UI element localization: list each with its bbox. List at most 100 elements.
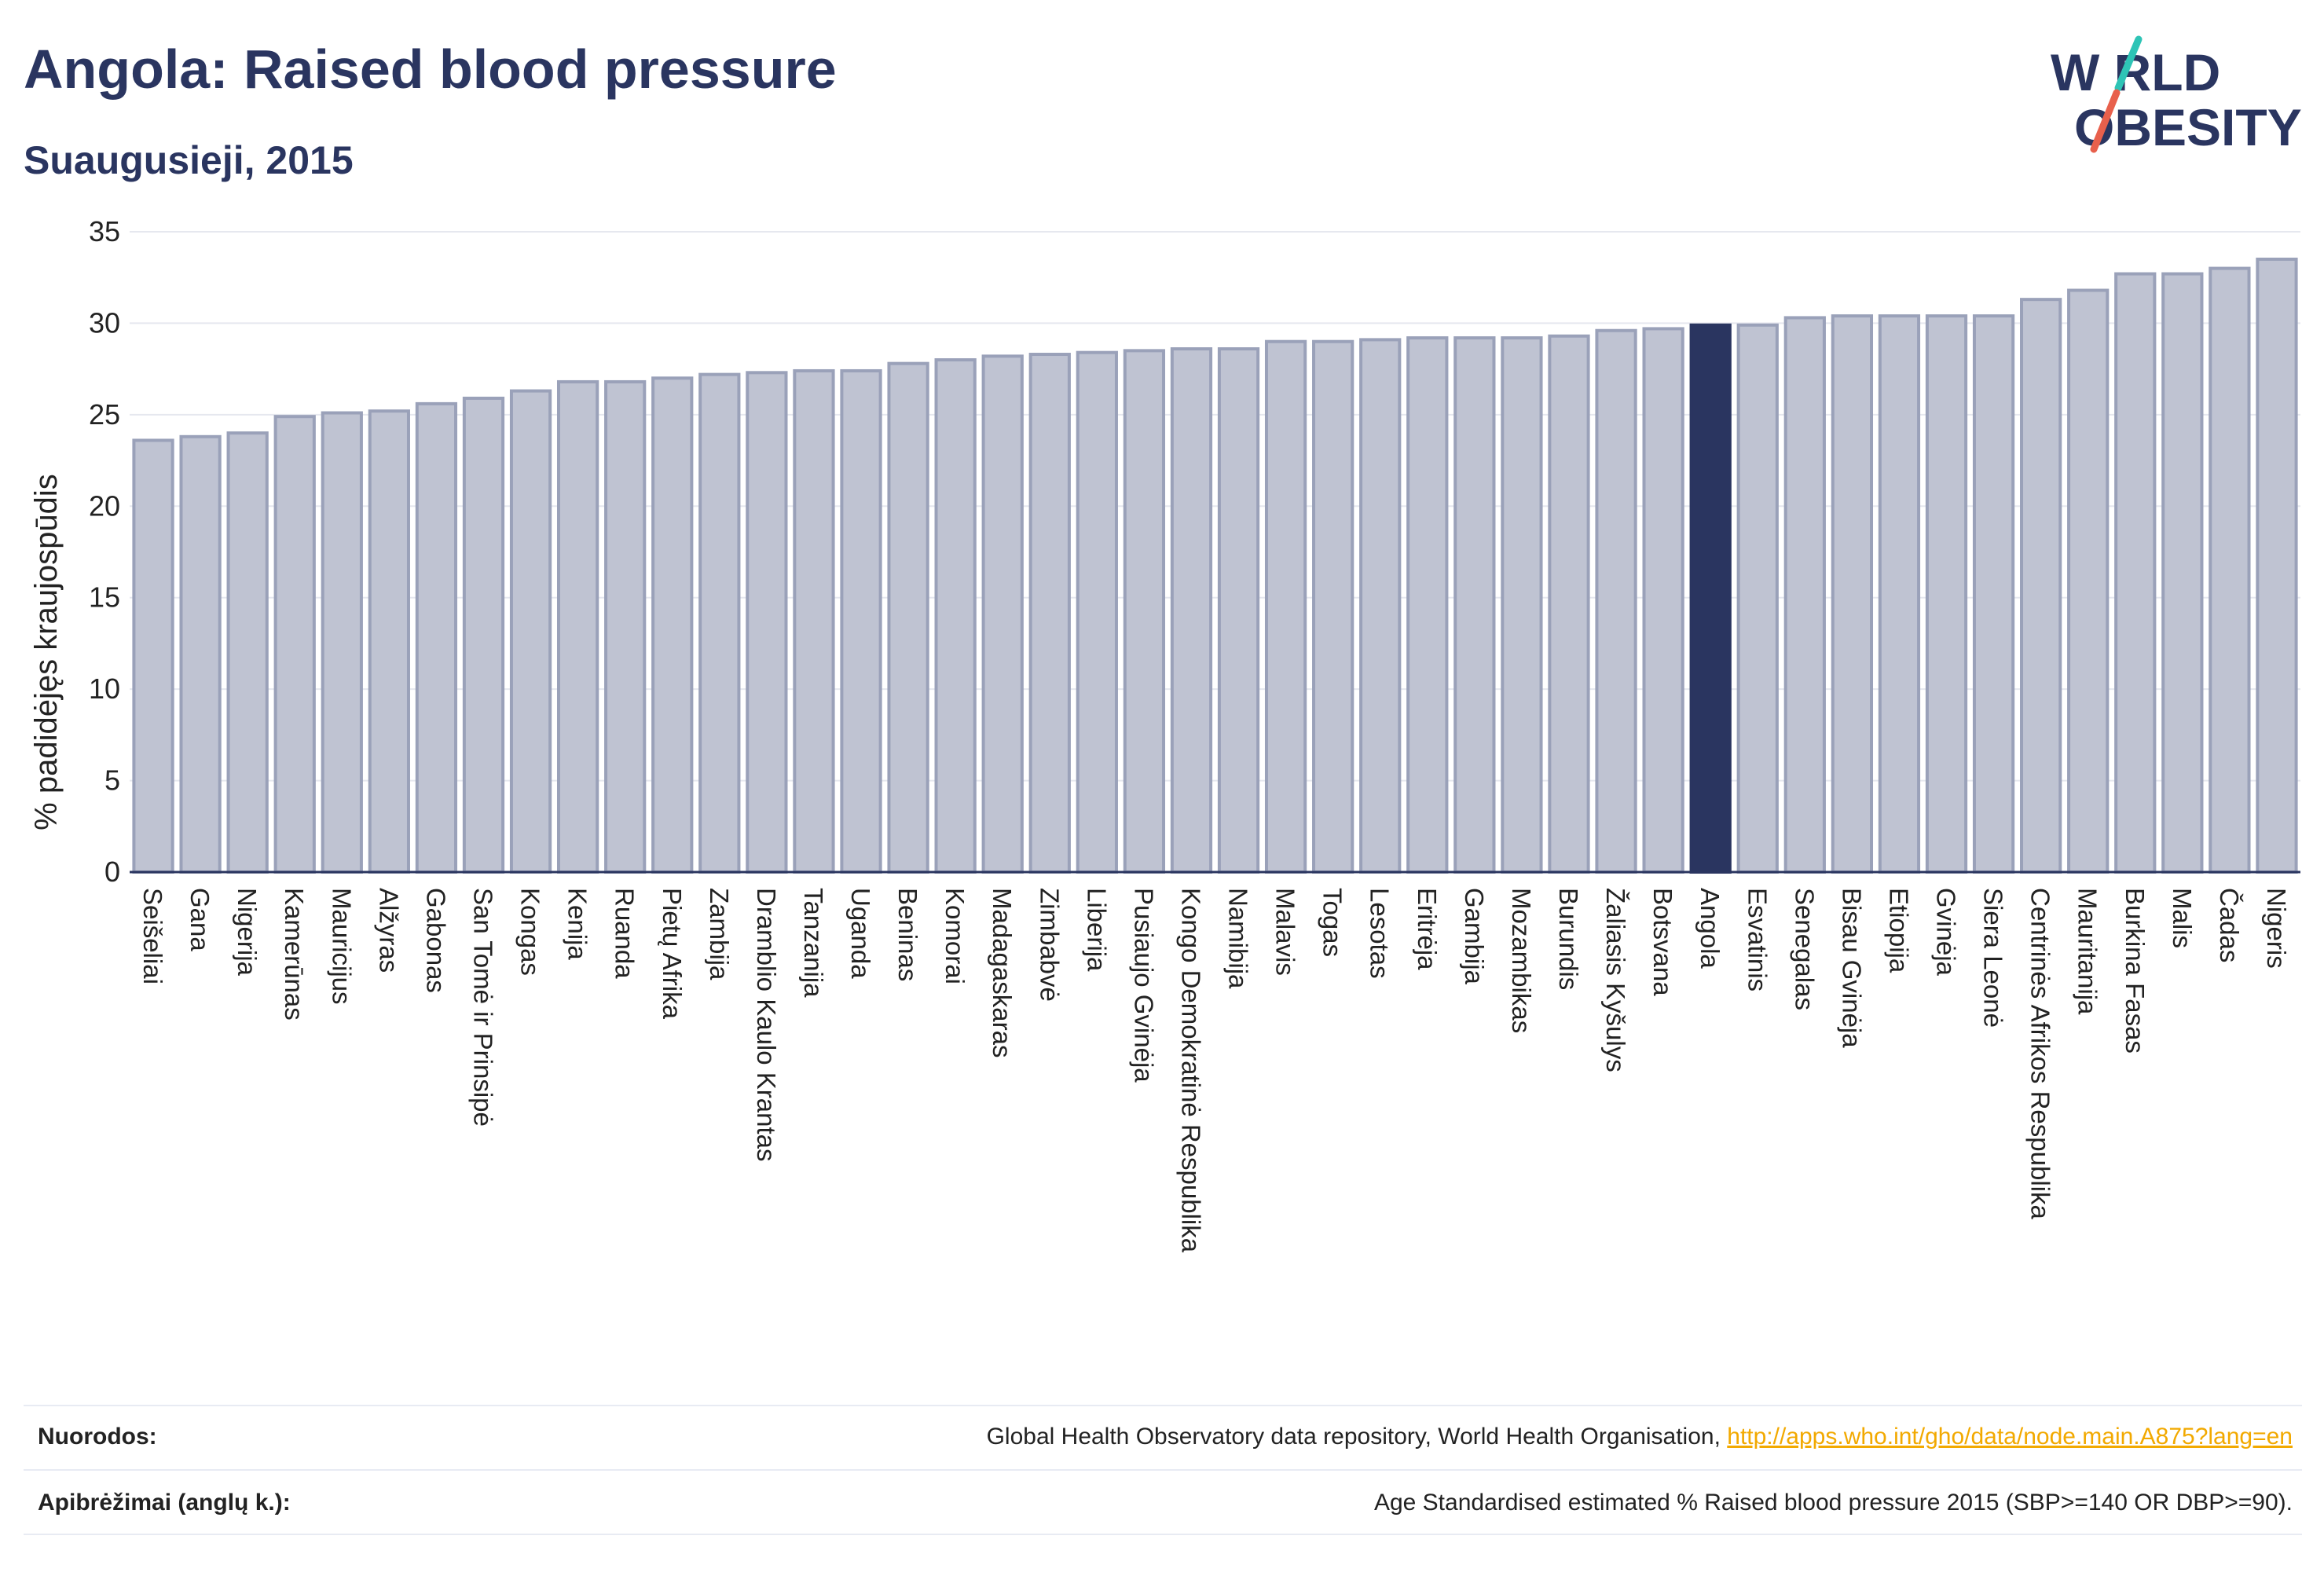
x-tick-label: Botsvana — [1648, 888, 1677, 996]
x-tick-label: Madagaskaras — [988, 888, 1017, 1057]
footer-divider-top — [24, 1405, 2302, 1406]
bar — [1642, 327, 1684, 874]
definitions-label: Apibrėžimai (anglų k.): — [38, 1490, 291, 1516]
sources-text: Global Health Observatory data repositor… — [986, 1424, 1728, 1450]
bar — [793, 368, 835, 874]
bar — [1878, 314, 1921, 874]
bar — [651, 376, 694, 874]
x-tick-label: Liberija — [1082, 888, 1111, 972]
x-tick-label: Ruanda — [610, 888, 640, 979]
bar — [1123, 349, 1166, 874]
x-tick-label: Pietų Afrika — [658, 888, 687, 1020]
y-tick-label: 20 — [89, 489, 120, 522]
y-tick-label: 5 — [104, 764, 120, 797]
x-tick-label: Zimbabvė — [1035, 888, 1064, 1002]
x-tick-label: Eritrėja — [1413, 888, 1442, 970]
bar — [2114, 272, 2157, 874]
sources-link[interactable]: http://apps.who.int/gho/data/node.main.A… — [1727, 1424, 2293, 1450]
x-tick-label: Senegalas — [1790, 888, 1819, 1010]
sources-row: Nuorodos: Global Health Observatory data… — [24, 1424, 2302, 1463]
bar — [2209, 266, 2251, 874]
bar — [415, 401, 458, 874]
logo-slash-teal — [2114, 35, 2143, 92]
x-tick-label: Gvinėja — [1932, 888, 1961, 977]
x-tick-label: Komorai — [940, 888, 970, 984]
x-tick-label: Siera Leonė — [1979, 888, 2008, 1028]
x-tick-label: Zambija — [705, 888, 734, 980]
x-tick-label: Gambija — [1460, 888, 1489, 985]
bar — [746, 371, 788, 874]
bar — [1028, 353, 1071, 874]
x-tick-label: Centrinės Afrikos Respublika — [2026, 888, 2055, 1220]
bar — [698, 372, 741, 874]
x-tick-label: Malis — [2168, 888, 2197, 948]
x-tick-label: Kongo Demokratinė Respublika — [1176, 888, 1205, 1253]
x-tick-label: Kamerūnas — [280, 888, 309, 1021]
x-tick-label: Beninas — [893, 888, 922, 981]
x-tick-label: Mauricijus — [327, 888, 356, 1005]
bar — [2067, 288, 2110, 874]
x-tick-label: Etiopija — [1884, 888, 1913, 973]
footer-divider-middle — [24, 1469, 2302, 1471]
bar — [1548, 334, 1590, 874]
x-tick-label: Kenija — [563, 888, 592, 960]
chart-subtitle: Suaugusieji, 2015 — [24, 138, 354, 182]
footer-divider-bottom — [24, 1534, 2302, 1535]
x-tick-label: Tanzanija — [799, 888, 828, 998]
bar — [1312, 339, 1354, 874]
y-tick-label: 10 — [89, 673, 120, 705]
sources-label: Nuorodos: — [38, 1424, 157, 1450]
bar — [1170, 347, 1213, 874]
x-tick-label: Alžyras — [374, 888, 403, 973]
bar — [368, 409, 410, 874]
bar — [462, 396, 505, 874]
bar — [934, 358, 977, 874]
y-axis-label: % padidėjęs kraujospūdis — [29, 474, 64, 830]
bar — [2161, 272, 2204, 874]
x-tick-label: Čadas — [2215, 888, 2244, 962]
x-tick-label: Žaliasis Kyšulys — [1601, 888, 1630, 1072]
bar-highlight — [1689, 323, 1732, 874]
x-tick-label: Dramblio Kaulo Krantas — [752, 888, 781, 1162]
bar — [1453, 336, 1496, 874]
bar — [556, 379, 599, 874]
x-tick-label: Mauritanija — [2073, 888, 2102, 1015]
x-tick-label: Gana — [185, 888, 214, 951]
bar — [604, 379, 647, 874]
x-tick-label: Lesotas — [1365, 888, 1395, 979]
logo-slash-coral — [2090, 89, 2121, 153]
x-tick-label: San Tomė ir Prinsipė — [468, 888, 497, 1127]
x-tick-label: Uganda — [846, 888, 875, 979]
bar — [1972, 314, 2015, 874]
bar — [2020, 298, 2062, 874]
bar — [1217, 347, 1260, 874]
bar — [887, 361, 929, 874]
bar — [321, 411, 363, 874]
bar — [1736, 323, 1779, 874]
x-tick-label: Seišeliai — [138, 888, 167, 984]
bar — [1783, 316, 1826, 874]
bar — [2256, 257, 2298, 874]
definitions-row: Apibrėžimai (anglų k.): Age Standardised… — [24, 1490, 2302, 1529]
bar — [226, 431, 269, 874]
bar — [1831, 314, 1874, 874]
chart-title: Angola: Raised blood pressure — [24, 38, 837, 100]
definitions-value: Age Standardised estimated % Raised bloo… — [1373, 1490, 2293, 1516]
bar — [981, 354, 1024, 874]
x-tick-label: Gabonas — [421, 888, 450, 993]
x-tick-label: Esvatinis — [1743, 888, 1772, 991]
x-tick-label: Togas — [1318, 888, 1347, 957]
x-tick-label: Nigeris — [2262, 888, 2291, 969]
bar — [1925, 314, 1968, 874]
x-tick-label: Nigerija — [233, 888, 262, 977]
y-tick-label: 15 — [89, 581, 120, 614]
y-tick-label: 25 — [89, 398, 120, 431]
bar — [1076, 350, 1118, 874]
bar — [179, 434, 222, 874]
bar — [1406, 336, 1449, 874]
axes: 0 5 10 15 20 25 30 35 Seišeliai Gana Nigerija Kamer… — [89, 215, 2300, 1253]
x-tick-label: Burundis — [1554, 888, 1583, 990]
sources-value: Global Health Observatory data repositor… — [987, 1424, 2293, 1450]
x-tick-label: Mozambikas — [1507, 888, 1536, 1033]
x-tick-label: Angola — [1695, 888, 1725, 969]
